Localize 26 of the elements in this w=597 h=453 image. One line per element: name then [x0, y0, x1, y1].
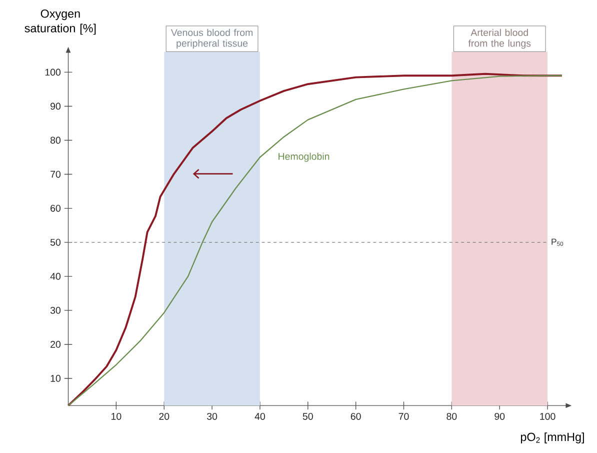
x-tick-label: 100 — [540, 412, 556, 420]
x-tick-label: 20 — [159, 412, 170, 420]
y-tick-label: 50 — [50, 238, 61, 246]
x-tick-label: 40 — [254, 412, 266, 420]
x-tick-label: 80 — [446, 412, 457, 420]
x-tick-label: 70 — [398, 412, 409, 420]
x-tick-label: 50 — [302, 412, 313, 420]
y-tick-label: 70 — [50, 170, 61, 178]
y-axis-title: Oxygen saturation [%] — [24, 9, 96, 34]
y-tick-label: 40 — [50, 272, 61, 280]
x-tick-label: 60 — [350, 412, 361, 420]
y-tick-label: 100 — [45, 68, 61, 76]
x-tick-label: 90 — [494, 412, 505, 420]
ref-line-label: P$_{50}$ — [552, 238, 564, 246]
band-label: Venous blood from peripheral tissue — [170, 28, 253, 48]
x-tick-label: 10 — [112, 412, 122, 420]
y-tick-label: 30 — [50, 306, 61, 314]
band-label: Arterial blood from the lungs — [468, 28, 531, 48]
x-tick-label: 30 — [206, 412, 218, 420]
y-tick-label: 80 — [50, 136, 61, 144]
x-axis-title: pO$_{2}$ [mmHg] — [520, 432, 584, 444]
y-tick-label: 20 — [50, 340, 61, 348]
series-label: Hemoglobin — [278, 152, 330, 162]
y-tick-label: 90 — [50, 102, 61, 110]
y-tick-label: 10 — [50, 374, 61, 382]
y-tick-label: 60 — [50, 204, 61, 212]
